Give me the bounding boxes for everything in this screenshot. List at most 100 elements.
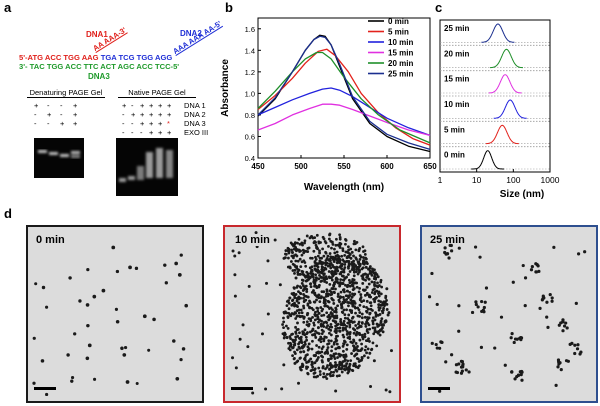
nanoparticle xyxy=(326,254,330,258)
nanoparticle xyxy=(125,380,130,384)
nanoparticle xyxy=(317,366,321,370)
nanoparticle xyxy=(293,303,297,307)
size-x-label: Size (nm) xyxy=(500,189,544,200)
nanoparticle xyxy=(381,311,385,315)
nanoparticle xyxy=(297,308,301,312)
nanoparticle xyxy=(561,329,565,333)
nanoparticle xyxy=(308,301,312,304)
nanoparticle xyxy=(511,280,515,284)
nanoparticle xyxy=(530,265,534,269)
nanoparticle xyxy=(292,286,296,290)
nanoparticle xyxy=(241,323,245,327)
nanoparticle xyxy=(353,305,357,308)
nanoparticle xyxy=(295,328,299,332)
nanoparticle xyxy=(329,333,333,337)
nanoparticle xyxy=(519,373,523,377)
nanoparticle xyxy=(314,330,317,333)
nanoparticle xyxy=(354,256,358,260)
nanoparticle xyxy=(366,331,370,335)
nanoparticle xyxy=(480,299,484,304)
nanoparticle xyxy=(296,284,299,288)
nanoparticle xyxy=(298,357,302,360)
denaturing-gel-image xyxy=(34,138,84,178)
nanoparticle xyxy=(380,303,384,307)
nanoparticle xyxy=(330,246,333,250)
nanoparticle xyxy=(317,326,320,329)
nanoparticle xyxy=(336,292,340,296)
nanoparticle xyxy=(306,371,310,375)
nanoparticle xyxy=(295,348,299,352)
nanoparticle xyxy=(296,321,299,325)
native-row-label: DNA 2 xyxy=(184,110,206,119)
nanoparticle xyxy=(332,257,336,261)
nanoparticle xyxy=(337,352,341,356)
nanoparticle xyxy=(336,346,340,350)
nanoparticle xyxy=(550,299,554,303)
nanoparticle xyxy=(355,240,359,244)
nanoparticle xyxy=(247,284,251,288)
native-lane-mark: + xyxy=(158,101,163,110)
nanoparticle xyxy=(325,348,329,352)
nanoparticle xyxy=(289,344,292,348)
nanoparticle xyxy=(358,297,362,301)
series-line-3 xyxy=(257,103,431,137)
nanoparticle xyxy=(87,343,92,348)
nanoparticle xyxy=(358,311,362,314)
nanoparticle xyxy=(319,306,323,309)
nanoparticle xyxy=(364,324,368,328)
size-distribution-curve-2 xyxy=(488,74,522,94)
native-lane-mark: + xyxy=(122,101,127,110)
nanoparticle xyxy=(576,343,580,347)
native-lane-mark: + xyxy=(167,101,172,110)
nanoparticle xyxy=(280,387,284,391)
nanoparticle xyxy=(293,268,297,272)
nanoparticle xyxy=(310,291,314,294)
nanoparticle xyxy=(313,368,316,372)
nanoparticle xyxy=(381,330,385,334)
nanoparticle xyxy=(320,319,323,323)
nanoparticle xyxy=(353,328,357,332)
size-distribution-curve-3 xyxy=(493,99,527,119)
panel-a: DNA1 DNA2 AA AAA-3' AAA AAA AA-5' 5'-ATG… xyxy=(0,0,223,205)
absorbance-y-ticks: 0.4 0.6 0.8 1.0 1.2 1.4 1.6 xyxy=(245,25,261,163)
nanoparticle xyxy=(333,320,337,323)
nanoparticle xyxy=(325,311,329,315)
nanoparticle xyxy=(314,276,318,279)
nanoparticle xyxy=(334,268,337,272)
nanoparticle xyxy=(345,362,349,366)
nanoparticle xyxy=(286,249,290,253)
nanoparticle xyxy=(377,294,381,298)
nanoparticle xyxy=(373,275,376,278)
dna3-label: DNA3 xyxy=(88,72,110,81)
nanoparticle xyxy=(331,270,334,273)
native-lane-mark: - xyxy=(131,128,134,137)
nanoparticle xyxy=(372,359,376,363)
nanoparticle xyxy=(326,315,330,319)
nanoparticle xyxy=(444,252,448,256)
nanoparticle xyxy=(300,341,304,344)
nanoparticle xyxy=(339,320,343,324)
nanoparticle xyxy=(332,285,336,288)
nanoparticle xyxy=(313,333,317,337)
nanoparticle xyxy=(554,383,558,388)
nanoparticle xyxy=(325,290,329,293)
nanoparticle xyxy=(305,295,308,298)
nanoparticle xyxy=(335,374,339,378)
nanoparticle xyxy=(291,346,295,350)
nanoparticle xyxy=(297,290,300,294)
nanoparticle xyxy=(344,354,348,358)
nanoparticle xyxy=(510,370,514,374)
nanoparticle xyxy=(295,254,299,258)
nanoparticle xyxy=(289,260,293,263)
nanoparticle xyxy=(336,304,340,308)
nanoparticle xyxy=(375,344,379,348)
size-distribution-curve-1 xyxy=(490,48,523,69)
absorbance-x-ticks: 450 500 550 600 650 xyxy=(251,155,437,171)
nanoparticle xyxy=(438,346,442,350)
scale-bar xyxy=(231,387,253,390)
nanoparticle xyxy=(68,276,72,280)
native-row-label: DNA 3 xyxy=(184,119,206,128)
nanoparticle xyxy=(347,262,351,266)
native-lane-mark: + xyxy=(149,101,154,110)
nanoparticle xyxy=(348,290,352,294)
